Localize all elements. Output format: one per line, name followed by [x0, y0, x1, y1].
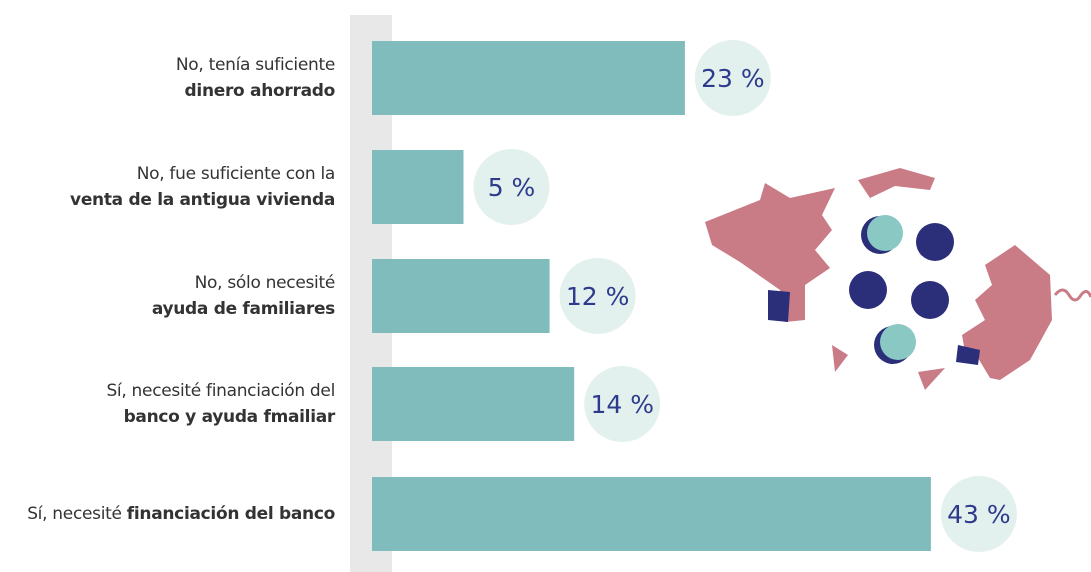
bar	[372, 150, 464, 224]
label-badge	[584, 366, 661, 442]
category-label: ayuda de familiares	[152, 299, 335, 319]
value-label: 14 %	[590, 390, 654, 419]
value-label: 23 %	[701, 64, 765, 93]
value-label: 43 %	[947, 500, 1011, 529]
category-label: Sí, necesité financiación del banco	[27, 504, 335, 524]
bar	[372, 477, 931, 551]
value-label: 5 %	[488, 173, 536, 202]
label-badge	[559, 258, 636, 334]
piggy-illustration	[705, 168, 1091, 390]
value-label: 12 %	[566, 282, 630, 311]
category-label: banco y ayuda fmailiar	[124, 407, 336, 427]
bar	[372, 259, 550, 333]
category-label: venta de la antigua vivienda	[70, 190, 335, 210]
category-label: Sí, necesité financiación del	[106, 381, 335, 401]
label-badge	[940, 476, 1017, 552]
category-label: No, tenía suficiente	[176, 55, 335, 75]
category-part: financiación del banco	[127, 504, 335, 524]
category-label: No, fue suficiente con la	[137, 164, 335, 184]
category-label: No, sólo necesité	[195, 273, 335, 293]
bar	[372, 41, 685, 115]
label-badge	[473, 149, 550, 225]
category-label: dinero ahorrado	[185, 81, 335, 101]
bar	[372, 367, 575, 441]
category-part: Sí, necesité	[27, 504, 127, 524]
label-badge	[694, 40, 771, 116]
